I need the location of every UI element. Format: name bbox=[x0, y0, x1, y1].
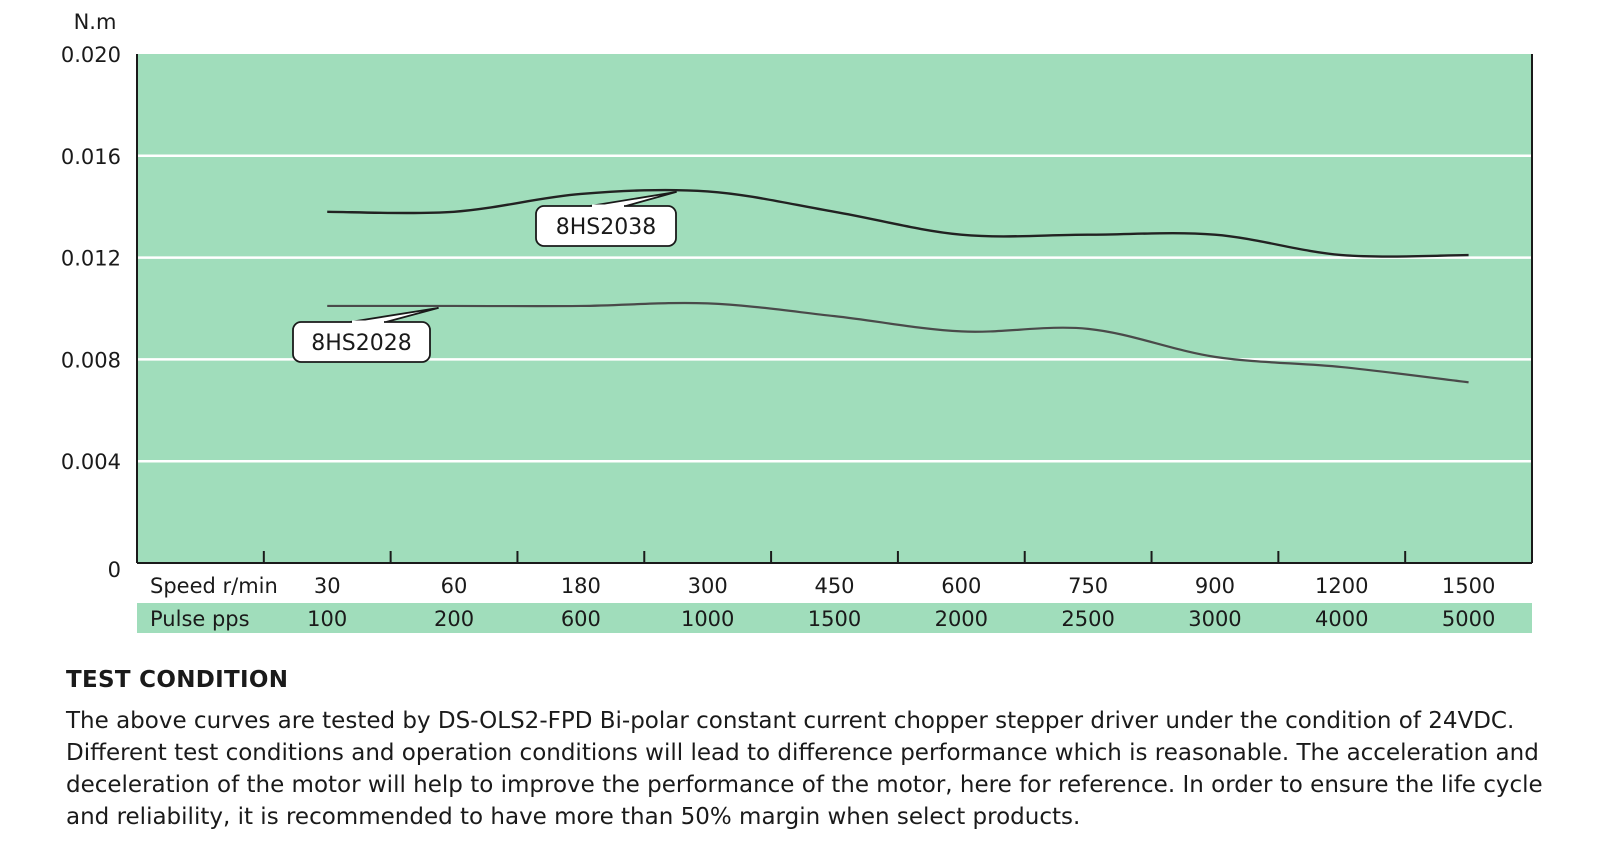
test-condition-body: The above curves are tested by DS-OLS2-F… bbox=[66, 708, 1543, 830]
y-tick-label: 0.004 bbox=[61, 450, 121, 474]
x-tick-label: 5000 bbox=[1442, 607, 1495, 631]
y-axis-unit: N.m bbox=[74, 10, 117, 34]
series-line-8HS2038 bbox=[327, 188, 1469, 258]
series-label: 8HS2038 bbox=[556, 215, 657, 240]
plot-area bbox=[137, 54, 1532, 563]
series-label: 8HS2028 bbox=[311, 331, 412, 356]
x-tick-label: 100 bbox=[307, 607, 347, 631]
x-tick-label: 1500 bbox=[808, 607, 861, 631]
y-tick-label: 0.020 bbox=[61, 43, 121, 67]
x-tick-label: 300 bbox=[688, 574, 728, 598]
x-tick-label: 4000 bbox=[1315, 607, 1368, 631]
torque-chart: 0 0.004 0.008 0.012 0.016 0.020 N.m Speed r/min… bbox=[61, 10, 1533, 633]
y-tick-label: 0.012 bbox=[61, 247, 121, 271]
test-condition-title: TEST CONDITION bbox=[66, 667, 289, 693]
y-tick-label: 0.008 bbox=[61, 348, 121, 372]
callout-pointer bbox=[589, 191, 677, 207]
x-tick-label: 1000 bbox=[681, 607, 734, 631]
x-tick-label: 3000 bbox=[1188, 607, 1241, 631]
x-tick-label: 450 bbox=[814, 574, 854, 598]
x-row-label: Speed r/min bbox=[150, 574, 278, 598]
x-tick-label: 2500 bbox=[1061, 607, 1114, 631]
x-tick-label: 60 bbox=[441, 574, 468, 598]
x-tick-label: 2000 bbox=[935, 607, 988, 631]
x-tick-label: 180 bbox=[561, 574, 601, 598]
x-tick-label: 1500 bbox=[1442, 574, 1495, 598]
callout-pointer bbox=[349, 307, 439, 323]
x-tick-label: 30 bbox=[314, 574, 341, 598]
x-tick-label: 1200 bbox=[1315, 574, 1368, 598]
x-row-label: Pulse pps bbox=[150, 607, 250, 631]
x-tick-label: 750 bbox=[1068, 574, 1108, 598]
pulse-row-band bbox=[137, 603, 1532, 633]
series-line-8HS2028 bbox=[327, 301, 1469, 384]
x-tick-label: 200 bbox=[434, 607, 474, 631]
x-tick-label: 600 bbox=[941, 574, 981, 598]
y-tick-label: 0 bbox=[108, 558, 121, 582]
x-tick-label: 900 bbox=[1195, 574, 1235, 598]
x-tick-label: 600 bbox=[561, 607, 601, 631]
y-tick-label: 0.016 bbox=[61, 145, 121, 169]
